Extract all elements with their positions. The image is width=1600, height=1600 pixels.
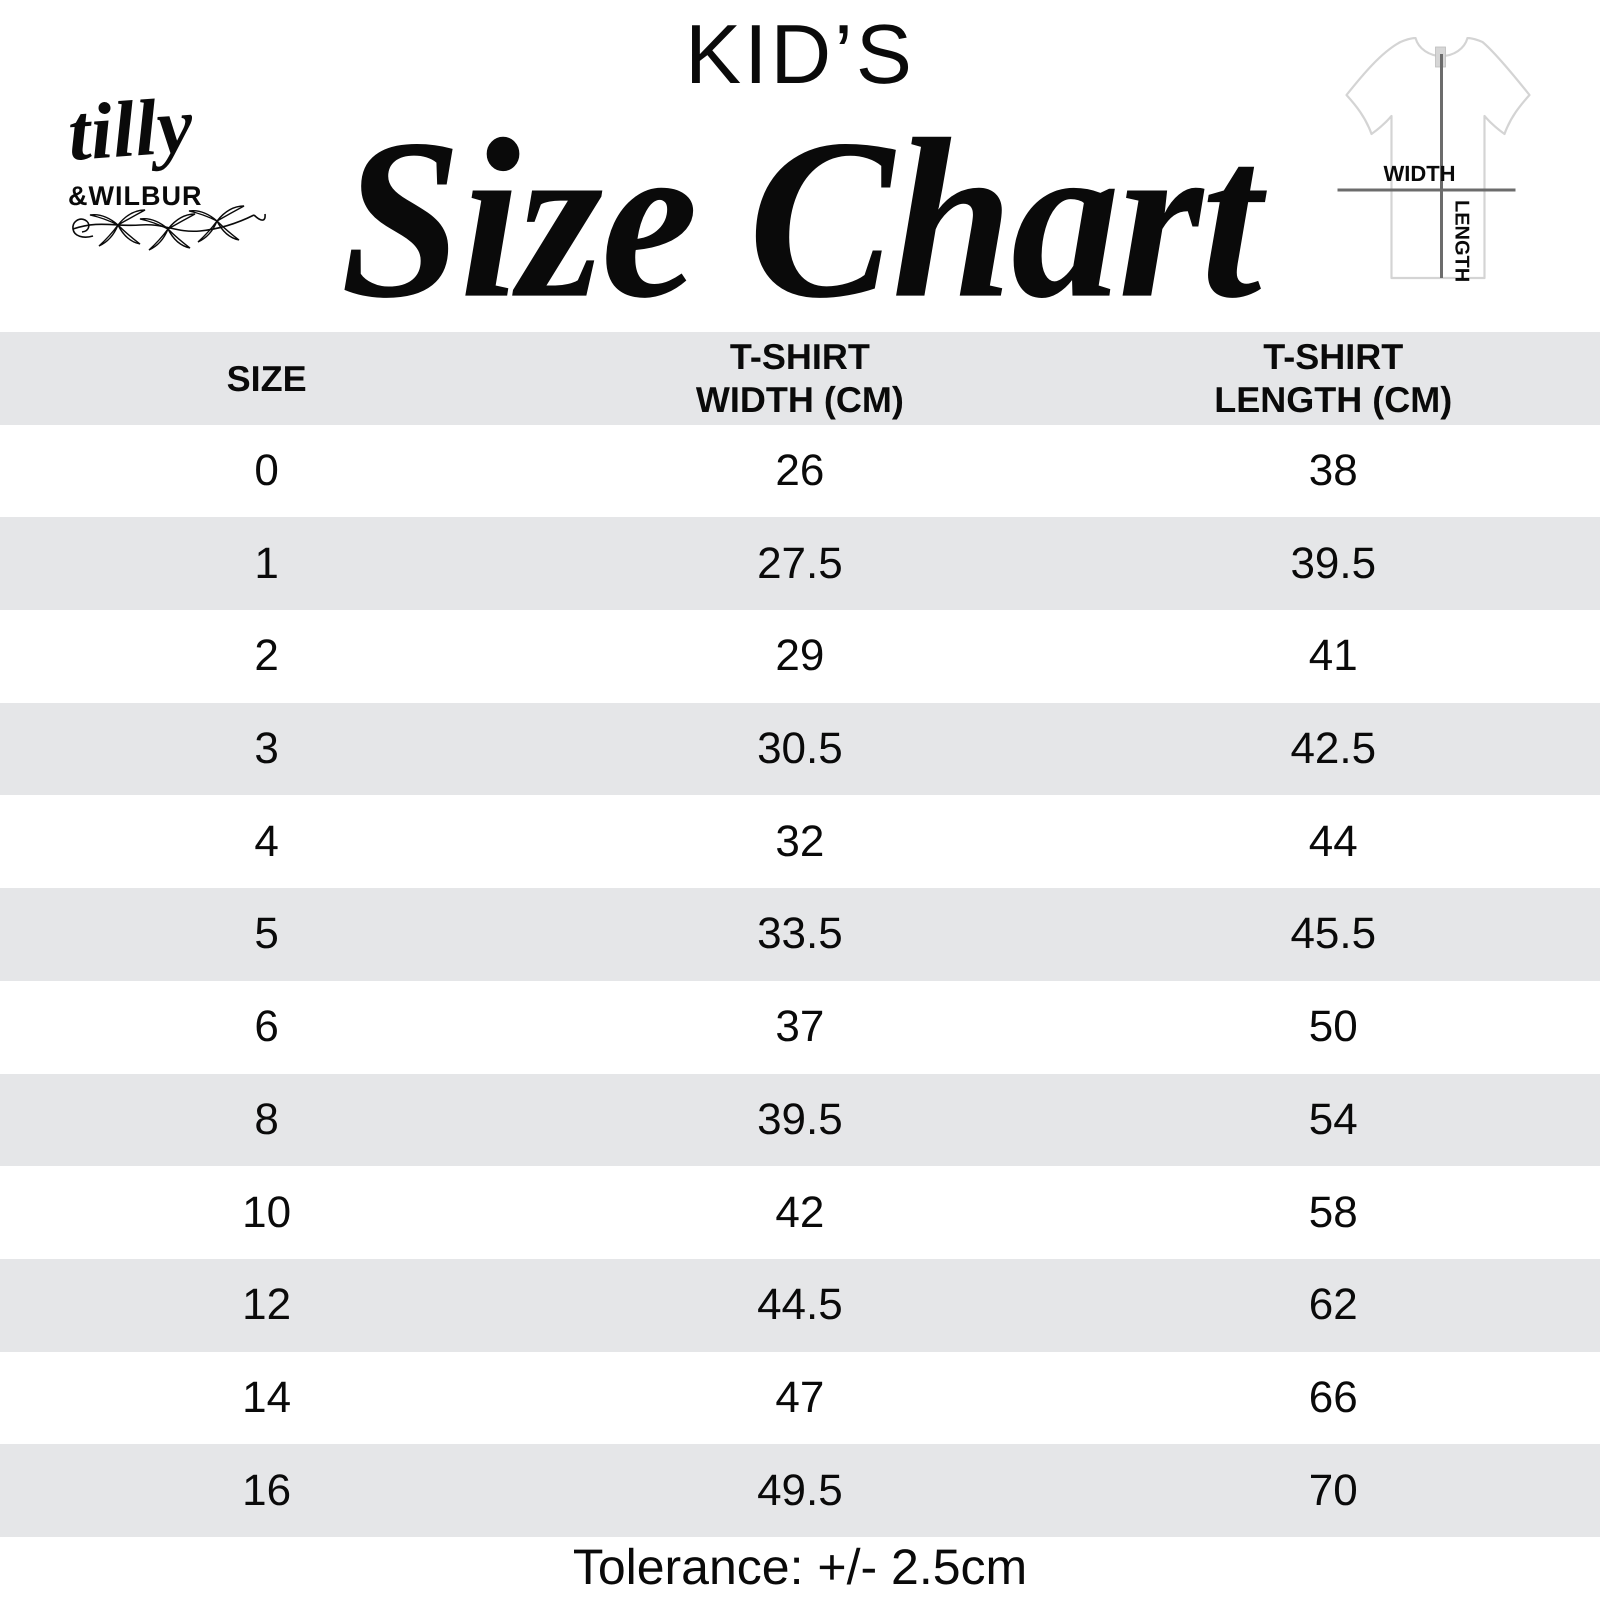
svg-text:LENGTH: LENGTH <box>1451 200 1473 282</box>
svg-text:WIDTH: WIDTH <box>1383 161 1455 186</box>
